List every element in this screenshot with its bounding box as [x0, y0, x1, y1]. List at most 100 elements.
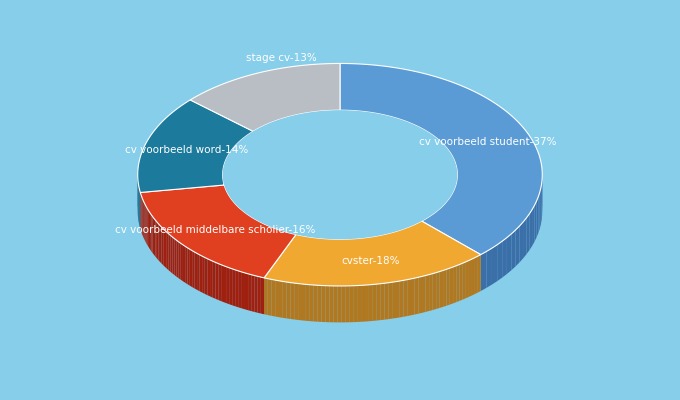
Text: cv voorbeeld student-37%: cv voorbeeld student-37% — [420, 137, 557, 147]
Polygon shape — [492, 245, 497, 284]
Polygon shape — [320, 238, 323, 275]
Polygon shape — [245, 273, 248, 310]
Polygon shape — [365, 285, 369, 322]
Polygon shape — [272, 227, 274, 264]
Polygon shape — [520, 222, 523, 262]
Polygon shape — [236, 204, 237, 242]
Polygon shape — [294, 283, 298, 320]
Polygon shape — [256, 220, 258, 257]
Polygon shape — [333, 239, 335, 276]
Polygon shape — [251, 275, 254, 312]
Polygon shape — [462, 262, 466, 300]
Polygon shape — [146, 206, 147, 244]
Polygon shape — [262, 223, 265, 260]
Polygon shape — [460, 263, 462, 301]
Polygon shape — [305, 236, 308, 273]
Polygon shape — [445, 201, 447, 239]
Text: cv voorbeeld word-14%: cv voorbeeld word-14% — [125, 145, 248, 155]
Polygon shape — [407, 279, 411, 316]
Polygon shape — [337, 286, 341, 322]
Polygon shape — [299, 235, 302, 272]
Polygon shape — [192, 251, 194, 288]
Polygon shape — [444, 203, 445, 241]
Polygon shape — [302, 236, 305, 273]
Polygon shape — [427, 217, 429, 254]
Polygon shape — [450, 195, 452, 233]
Polygon shape — [437, 210, 438, 248]
Polygon shape — [157, 222, 158, 260]
Polygon shape — [282, 231, 285, 268]
Polygon shape — [283, 282, 286, 318]
Polygon shape — [511, 230, 515, 270]
Polygon shape — [403, 228, 406, 266]
Polygon shape — [156, 220, 157, 258]
Polygon shape — [384, 234, 387, 271]
Polygon shape — [314, 238, 317, 274]
Polygon shape — [154, 218, 156, 257]
Polygon shape — [179, 242, 181, 280]
Text: cvster-18%: cvster-18% — [341, 256, 400, 266]
Polygon shape — [415, 223, 418, 260]
Polygon shape — [429, 216, 430, 253]
Polygon shape — [251, 217, 253, 254]
Polygon shape — [260, 222, 262, 259]
Polygon shape — [317, 238, 320, 275]
Polygon shape — [231, 198, 232, 236]
Polygon shape — [378, 235, 381, 272]
Polygon shape — [454, 188, 455, 226]
Polygon shape — [418, 222, 420, 259]
Polygon shape — [323, 238, 326, 275]
Polygon shape — [165, 230, 167, 268]
Polygon shape — [254, 276, 258, 313]
Polygon shape — [350, 286, 353, 322]
Polygon shape — [422, 220, 424, 257]
Polygon shape — [413, 224, 415, 262]
Polygon shape — [228, 195, 230, 233]
Polygon shape — [181, 243, 183, 281]
Polygon shape — [392, 232, 395, 269]
Polygon shape — [230, 268, 233, 306]
Polygon shape — [523, 218, 526, 258]
Polygon shape — [233, 269, 236, 306]
Polygon shape — [381, 234, 384, 272]
Polygon shape — [313, 285, 318, 322]
Polygon shape — [357, 285, 361, 322]
Polygon shape — [185, 246, 188, 284]
Polygon shape — [395, 231, 398, 268]
Polygon shape — [341, 286, 345, 322]
Polygon shape — [384, 283, 388, 320]
Polygon shape — [188, 248, 190, 286]
Polygon shape — [243, 212, 245, 249]
Polygon shape — [472, 258, 475, 296]
Polygon shape — [481, 252, 486, 291]
Polygon shape — [396, 281, 400, 318]
Polygon shape — [232, 200, 233, 238]
Polygon shape — [221, 265, 224, 302]
Polygon shape — [429, 274, 432, 311]
Polygon shape — [411, 278, 415, 315]
Polygon shape — [171, 236, 173, 274]
Polygon shape — [540, 188, 541, 229]
Polygon shape — [430, 214, 432, 252]
Polygon shape — [418, 276, 422, 314]
Polygon shape — [213, 261, 216, 299]
Polygon shape — [245, 213, 248, 251]
Polygon shape — [372, 236, 375, 273]
Polygon shape — [335, 239, 339, 276]
Polygon shape — [138, 100, 253, 192]
Polygon shape — [387, 233, 390, 270]
Polygon shape — [202, 256, 205, 294]
Polygon shape — [408, 226, 411, 264]
Polygon shape — [388, 282, 392, 319]
Polygon shape — [456, 264, 460, 302]
Polygon shape — [248, 274, 251, 311]
Polygon shape — [448, 198, 449, 236]
Polygon shape — [526, 214, 529, 254]
Polygon shape — [148, 209, 149, 248]
Polygon shape — [140, 185, 296, 278]
Polygon shape — [143, 200, 144, 238]
Polygon shape — [392, 282, 396, 319]
Polygon shape — [152, 217, 154, 255]
Polygon shape — [357, 238, 360, 275]
Polygon shape — [190, 64, 340, 131]
